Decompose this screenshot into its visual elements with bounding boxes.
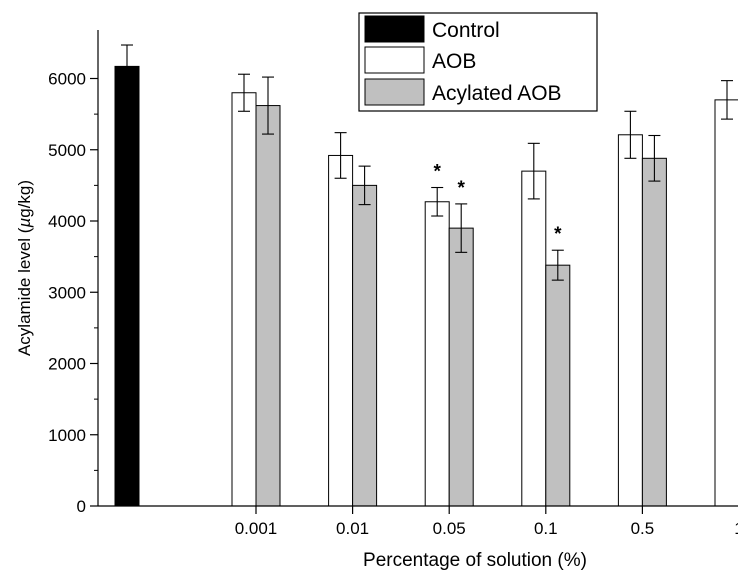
bar-aob xyxy=(714,99,738,507)
x-tick-label: 0.01 xyxy=(336,519,369,538)
legend-swatch-control xyxy=(364,15,425,43)
y-axis: 0 1000 2000 3000 4000 5000 6000 xyxy=(48,30,99,516)
legend: Control AOB Acylated AOB xyxy=(358,12,598,112)
y-tick-label: 4000 xyxy=(48,212,86,231)
y-tick-label: 6000 xyxy=(48,70,86,89)
y-tick-label: 3000 xyxy=(48,283,86,302)
error-bar-aob xyxy=(431,186,444,217)
error-bar-acylated-aob xyxy=(262,76,274,135)
error-bar-acylated-aob xyxy=(648,134,661,182)
bar-aob xyxy=(328,154,354,507)
y-axis-title-mu: µ xyxy=(15,218,34,229)
bar-aob xyxy=(424,201,450,507)
x-tick-label: 0.05 xyxy=(433,519,466,538)
error-bar-aob xyxy=(334,132,347,179)
significance-marker: * xyxy=(554,224,562,245)
error-bar-aob xyxy=(527,142,540,200)
error-bar-acylated-aob xyxy=(455,203,468,253)
legend-swatch-acylated-aob xyxy=(364,78,425,106)
error-bar-aob xyxy=(238,73,250,112)
error-bar-control xyxy=(121,44,133,89)
y-tick-label: 0 xyxy=(77,497,86,516)
significance-marker: * xyxy=(457,178,465,199)
legend-label-acylated-aob: Acylated AOB xyxy=(432,82,562,105)
legend-swatch-aob xyxy=(364,46,425,74)
bar-acylated-aob xyxy=(545,264,571,507)
y-tick-label: 2000 xyxy=(48,355,86,374)
x-tick-label: 1 xyxy=(734,519,738,538)
bar-acylated-aob xyxy=(448,227,474,507)
x-axis: 0.001 0.01 0.05 0.1 0.5 1 xyxy=(98,505,738,538)
legend-label-control: Control xyxy=(432,19,500,42)
y-axis-title: Acylamide level (µg/kg) xyxy=(15,180,34,356)
bar-aob xyxy=(617,134,643,507)
y-tick-label: 1000 xyxy=(48,426,86,445)
y-axis-title-suffix: g/kg) xyxy=(15,180,34,218)
x-tick-label: 0.5 xyxy=(631,519,655,538)
x-tick-label: 0.001 xyxy=(235,519,278,538)
error-bar-acylated-aob xyxy=(551,249,564,281)
bar-aob xyxy=(521,170,547,507)
bar-control xyxy=(114,65,140,507)
y-axis-title-prefix: Acylamide level ( xyxy=(15,227,34,356)
legend-label-aob: AOB xyxy=(432,50,476,73)
bar-acylated-aob xyxy=(352,184,378,507)
plot-area: * * * xyxy=(114,44,738,507)
error-bar-acylated-aob xyxy=(358,165,371,206)
error-bar-aob xyxy=(721,80,733,120)
x-axis-title: Percentage of solution (%) xyxy=(363,550,587,571)
y-tick-label: 5000 xyxy=(48,141,86,160)
x-tick-label: 0.1 xyxy=(534,519,558,538)
bar-acylated-aob xyxy=(255,105,281,507)
bar-aob xyxy=(231,92,257,507)
error-bar-aob xyxy=(624,110,637,159)
bar-acylated-aob xyxy=(641,157,667,507)
significance-marker: * xyxy=(433,162,441,183)
